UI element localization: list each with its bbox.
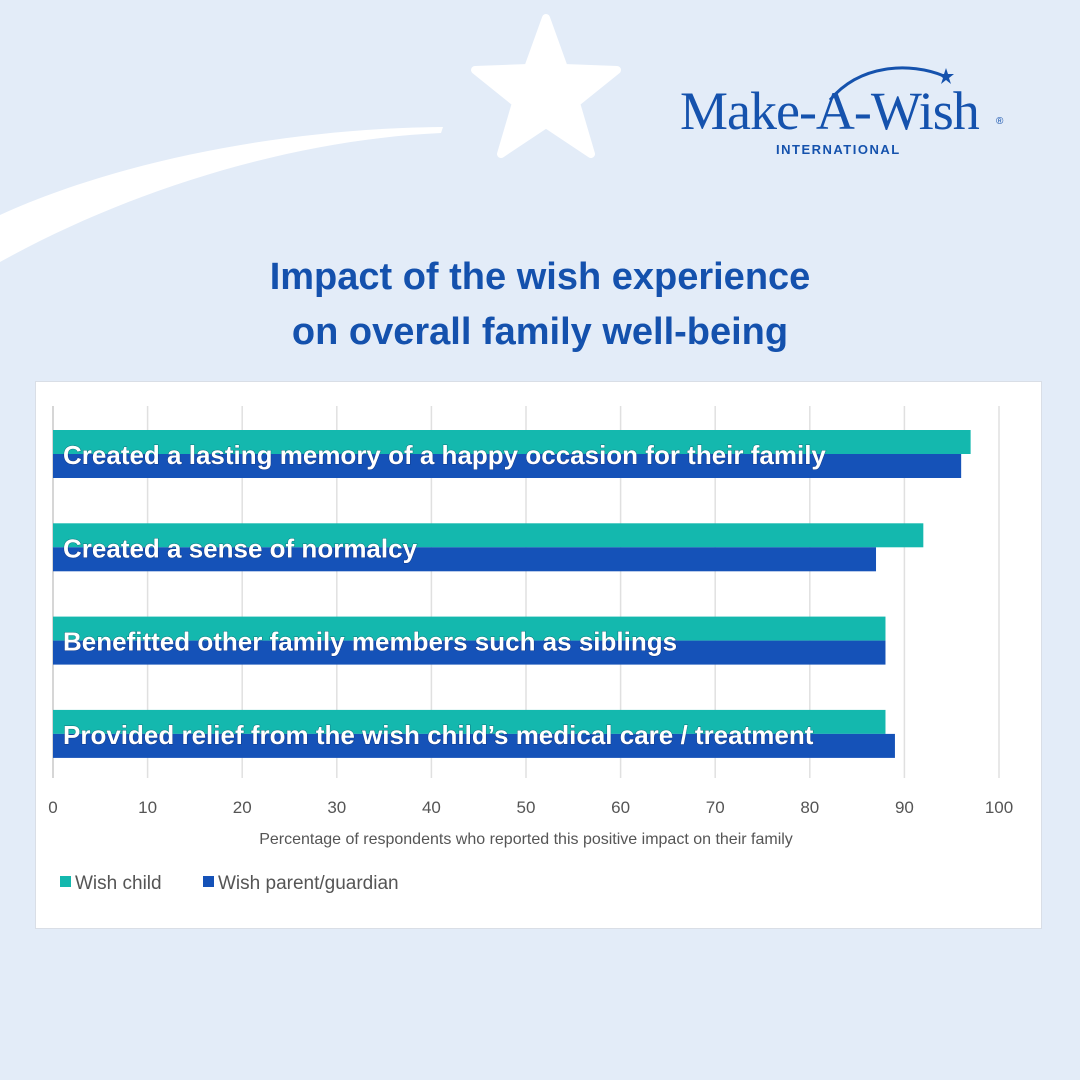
legend-swatch [60,876,71,887]
logo-subtitle: INTERNATIONAL [776,142,901,157]
bar-wish-child-0 [53,430,971,454]
bar-wish-child-2 [53,616,886,641]
bar-wish-parent-2 [53,640,886,665]
legend-entry: Wish child [75,873,162,894]
star-icon [471,14,621,158]
x-tick-label: 70 [706,798,725,817]
x-tick-label: 40 [422,798,441,817]
chart-panel: Created a lasting memory of a happy occa… [35,381,1042,929]
x-tick-label: 50 [517,798,536,817]
bar-wish-parent-3 [53,733,895,758]
shooting-star-tail [0,127,443,262]
page-title-line-1: Impact of the wish experience [269,256,811,298]
x-tick-label: 80 [800,798,819,817]
category-label: Created a sense of normalcy [63,533,418,563]
legend-swatch [203,876,214,887]
x-tick-label: 100 [985,798,1013,817]
x-axis-label: Percentage of respondents who reported t… [259,831,793,848]
bar-wish-parent-0 [53,454,962,478]
bar-wish-parent-1 [53,547,877,572]
x-tick-label: 10 [138,798,157,817]
bar-chart: Created a lasting memory of a happy occa… [48,406,1013,894]
logo-swoosh-icon [828,66,954,101]
x-tick-label: 30 [327,798,346,817]
category-label: Benefitted other family members such as … [63,627,677,657]
category-label: Created a lasting memory of a happy occa… [63,440,826,470]
legend-entry: Wish parent/guardian [218,873,399,894]
bar-wish-child-3 [53,709,886,734]
logo-registered-mark: ® [996,116,1004,127]
x-tick-label: 60 [611,798,630,817]
bar-wish-child-1 [53,523,924,548]
make-a-wish-logo: Make-A-Wish ® INTERNATIONAL [680,62,1010,162]
x-tick-label: 20 [233,798,252,817]
x-tick-label: 0 [48,798,57,817]
category-label: Provided relief from the wish child’s me… [63,720,814,750]
x-tick-label: 90 [895,798,914,817]
page-title-line-2: on overall family well-being [291,311,789,353]
logo-wordmark: Make-A-Wish [680,81,980,141]
